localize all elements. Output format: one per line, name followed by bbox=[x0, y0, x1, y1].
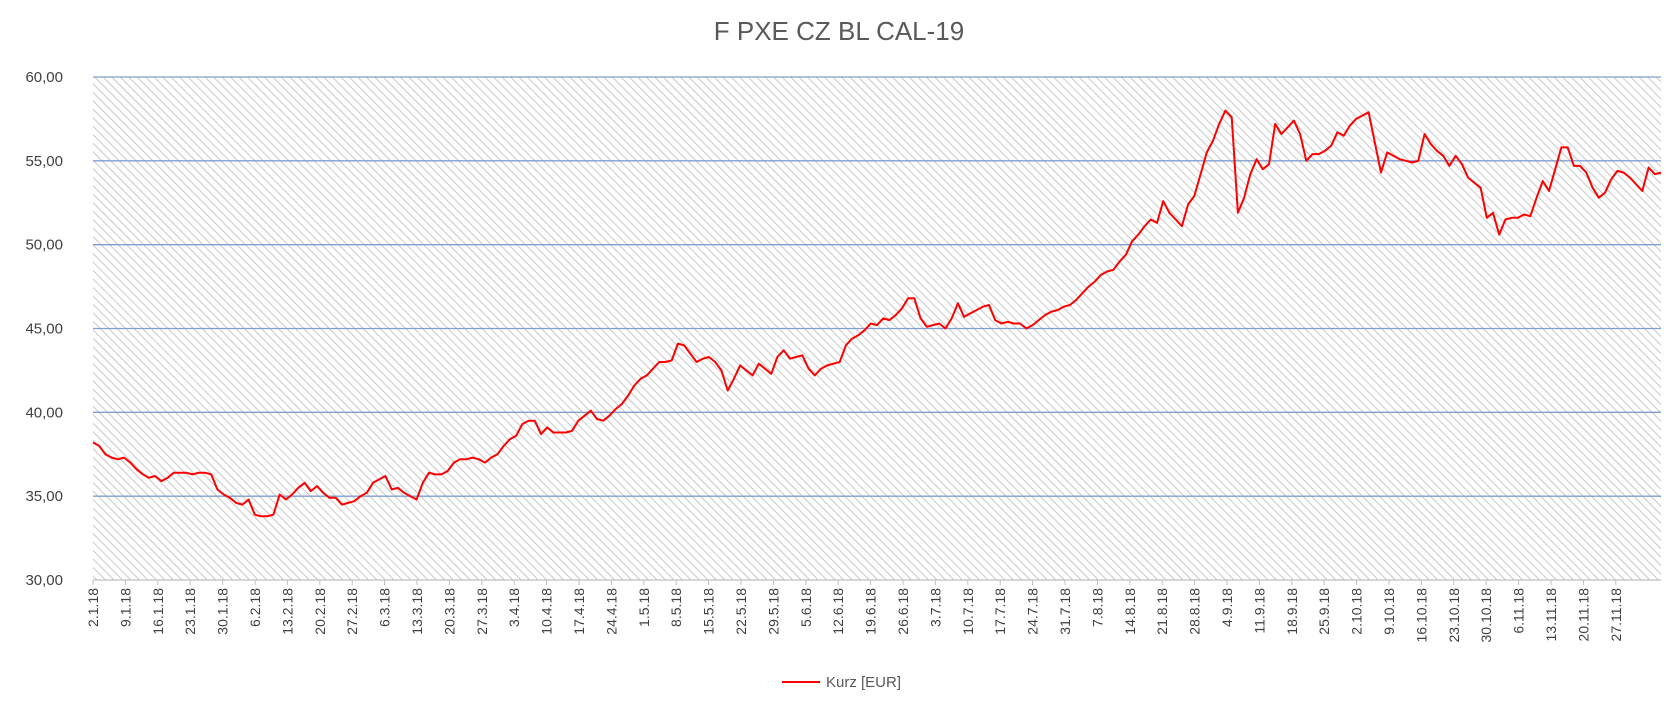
x-tick-label: 13.3.18 bbox=[409, 588, 425, 635]
x-tick-label: 30.1.18 bbox=[215, 588, 231, 635]
x-tick-label: 24.7.18 bbox=[1025, 588, 1041, 635]
x-tick-label: 21.8.18 bbox=[1154, 588, 1170, 635]
x-tick-label: 1.5.18 bbox=[636, 588, 652, 627]
x-tick-label: 20.11.18 bbox=[1575, 588, 1591, 642]
y-tick-label: 30,00 bbox=[25, 572, 63, 589]
x-tick-label: 3.7.18 bbox=[927, 588, 943, 627]
x-tick-label: 30.10.18 bbox=[1478, 588, 1494, 643]
x-tick-label: 6.11.18 bbox=[1511, 588, 1527, 634]
x-tick-label: 29.5.18 bbox=[765, 588, 781, 635]
x-tick-label: 9.1.18 bbox=[117, 588, 133, 627]
chart-title: F PXE CZ BL CAL-19 bbox=[713, 16, 965, 46]
x-tick-label: 9.10.18 bbox=[1381, 588, 1397, 635]
x-tick-label: 16.10.18 bbox=[1413, 588, 1429, 643]
x-tick-label: 3.4.18 bbox=[506, 588, 522, 627]
y-tick-label: 35,00 bbox=[25, 488, 63, 505]
x-tick-label: 10.4.18 bbox=[539, 588, 555, 635]
x-tick-label: 20.3.18 bbox=[441, 588, 457, 635]
x-tick-label: 28.8.18 bbox=[1187, 588, 1203, 635]
x-tick-label: 13.11.18 bbox=[1543, 588, 1559, 642]
x-tick-label: 8.5.18 bbox=[668, 588, 684, 627]
x-tick-label: 25.9.18 bbox=[1316, 588, 1332, 635]
x-tick-label: 14.8.18 bbox=[1122, 588, 1138, 635]
y-tick-label: 40,00 bbox=[25, 404, 63, 421]
x-tick-label: 23.1.18 bbox=[182, 588, 198, 635]
x-tick-label: 24.4.18 bbox=[603, 588, 619, 635]
x-tick-label: 7.8.18 bbox=[1089, 588, 1105, 627]
x-tick-label: 27.3.18 bbox=[474, 588, 490, 635]
x-tick-label: 31.7.18 bbox=[1057, 588, 1073, 635]
series-line bbox=[92, 109, 1662, 518]
y-tick-label: 50,00 bbox=[25, 237, 63, 254]
x-tick-label: 23.10.18 bbox=[1446, 588, 1462, 643]
x-tick-label: 27.2.18 bbox=[344, 588, 360, 635]
x-tick-label: 15.5.18 bbox=[701, 588, 717, 635]
y-tick-label: 55,00 bbox=[25, 153, 63, 170]
legend-label: Kurz [EUR] bbox=[826, 674, 901, 691]
x-tick-label: 12.6.18 bbox=[830, 588, 846, 635]
x-tick-label: 5.6.18 bbox=[798, 588, 814, 627]
x-tick-label: 11.9.18 bbox=[1251, 588, 1267, 634]
x-tick-label: 13.2.18 bbox=[279, 588, 295, 635]
x-tick-label: 22.5.18 bbox=[733, 588, 749, 635]
x-tick-label: 19.6.18 bbox=[863, 588, 879, 635]
x-tick-label: 2.10.18 bbox=[1349, 588, 1365, 635]
x-tick-label: 2.1.18 bbox=[85, 588, 101, 627]
x-tick-label: 26.6.18 bbox=[895, 588, 911, 635]
x-tick-label: 4.9.18 bbox=[1219, 588, 1235, 627]
chart-legend: Kurz [EUR] bbox=[782, 674, 901, 691]
x-tick-label: 20.2.18 bbox=[312, 588, 328, 635]
x-tick-label: 18.9.18 bbox=[1284, 588, 1300, 635]
x-tick-label: 16.1.18 bbox=[150, 588, 166, 635]
y-tick-label: 45,00 bbox=[25, 321, 63, 338]
x-tick-label: 6.3.18 bbox=[377, 588, 393, 627]
x-tick-label: 10.7.18 bbox=[960, 588, 976, 635]
x-tick-label: 17.7.18 bbox=[992, 588, 1008, 635]
y-tick-label: 60,00 bbox=[25, 69, 63, 86]
x-tick-label: 6.2.18 bbox=[247, 588, 263, 627]
x-tick-label: 27.11.18 bbox=[1608, 588, 1624, 642]
x-tick-label: 17.4.18 bbox=[571, 588, 587, 635]
